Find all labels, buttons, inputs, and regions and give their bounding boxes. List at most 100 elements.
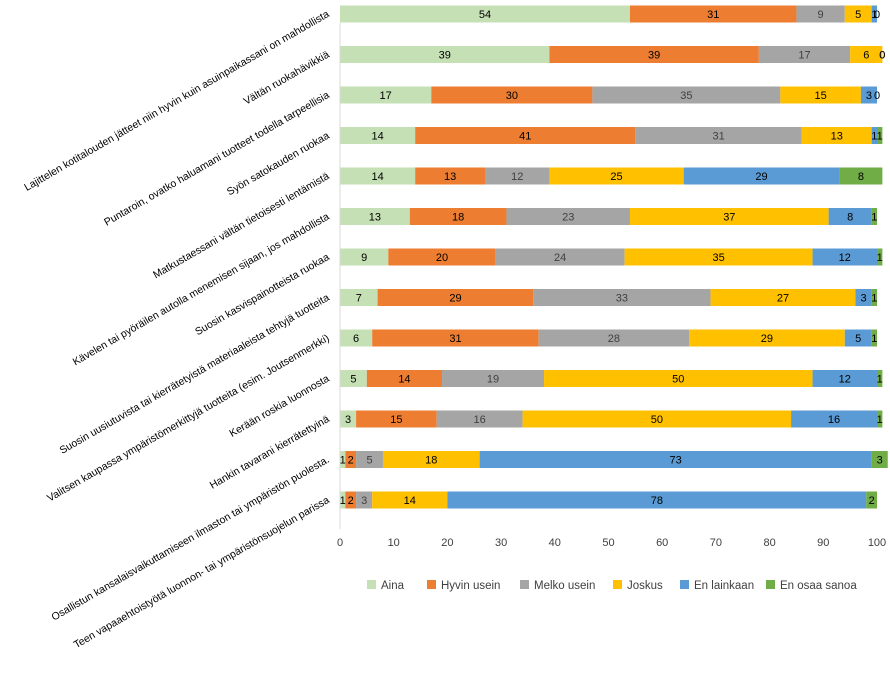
bar-segment [340,370,367,387]
data-label: 29 [761,333,773,345]
data-label: 19 [487,374,499,386]
data-label: 41 [519,131,531,143]
data-label: 1 [871,333,877,345]
data-label: 12 [839,374,851,386]
bar-segment [522,410,792,428]
bar-segment [544,370,813,387]
bar-segment [340,329,373,347]
data-label: 18 [425,455,437,467]
data-label: 13 [369,212,381,224]
data-label: 5 [350,374,356,386]
data-label: 17 [380,90,392,102]
bar-segment [877,248,883,266]
bar-segment [629,208,829,225]
data-label: 5 [855,333,861,345]
data-label: 1 [877,414,883,426]
data-label: 16 [473,414,485,426]
legend-swatch [367,580,376,589]
data-label: 3 [861,293,867,305]
bar-segment [340,208,410,225]
data-label: 7 [356,293,362,305]
bar-segment [710,289,856,306]
bar-segment [871,329,877,347]
bar-segment [447,491,867,509]
bar-segment [871,289,877,306]
bar-segment [340,86,432,104]
bar-segment [340,167,416,185]
bar-segment [629,5,797,23]
data-label: 3 [361,495,367,507]
category-label: Hankin tavarani kierrätettyinä [208,413,332,491]
bar-segment [415,127,636,144]
bar-segment [340,5,630,23]
bar-segment [791,410,877,428]
data-label: 6 [353,333,359,345]
bar-segment [812,248,877,266]
data-label: 37 [723,212,735,224]
bar-segment [866,491,877,509]
bar-segment [780,86,861,104]
data-label: 1 [340,455,346,467]
bar-segment [877,127,883,144]
bar-segment [377,289,534,306]
bar-segment [340,451,346,468]
x-tick-label: 60 [656,537,668,549]
data-label: 3 [866,90,872,102]
bar-segment [549,46,759,63]
bar-segment [340,410,357,428]
data-label: 1 [871,131,877,143]
bar-segment [495,248,625,266]
bar-segment [549,167,684,185]
data-label: 14 [404,495,416,507]
data-label: 15 [390,414,402,426]
data-label: 5 [855,9,861,21]
bar-segment [484,167,550,185]
category-label: Suosin kasvispainotteista ruokaa [193,251,332,338]
legend-label: Hyvin usein [441,580,500,592]
bar-segment [812,370,877,387]
data-label: 39 [439,50,451,62]
data-label: 1 [871,293,877,305]
bar-segment [758,46,851,63]
data-label: 13 [831,131,843,143]
data-label: 0 [874,9,880,21]
data-label: 73 [670,455,682,467]
data-label: 0 [874,90,880,102]
data-label: 14 [371,131,383,143]
bar-segment [689,329,845,347]
data-label: 31 [449,333,461,345]
data-label: 2 [348,455,354,467]
data-label: 35 [712,252,724,264]
x-tick-label: 20 [441,537,453,549]
x-tick-label: 50 [602,537,614,549]
bar-segment [592,86,781,104]
bar-segment [372,491,448,509]
category-label: Suosin uusiutuvista tai kierrätetyistä m… [58,292,332,457]
data-label: 1 [877,131,883,143]
bar-segment [850,46,883,63]
data-label: 28 [608,333,620,345]
data-label: 20 [436,252,448,264]
data-label: 15 [814,90,826,102]
data-label: 1 [340,495,346,507]
bar-segment [382,451,480,468]
bar-segment [855,289,872,306]
data-label: 0 [879,50,885,62]
legend-swatch [766,580,775,589]
bar-segment [431,86,593,104]
bar-segment [624,248,813,266]
data-label: 3 [877,455,883,467]
data-label: 8 [858,171,864,183]
bar-segment [479,451,872,468]
bar-segment [345,451,357,468]
data-label: 31 [707,9,719,21]
bar-segment [871,5,877,23]
bar-segment [366,370,443,387]
bar-segment [436,410,523,428]
x-tick-label: 90 [817,537,829,549]
bar-segment [877,410,883,428]
bar-segment [871,127,877,144]
bar-segment [372,329,539,347]
data-label: 9 [818,9,824,21]
